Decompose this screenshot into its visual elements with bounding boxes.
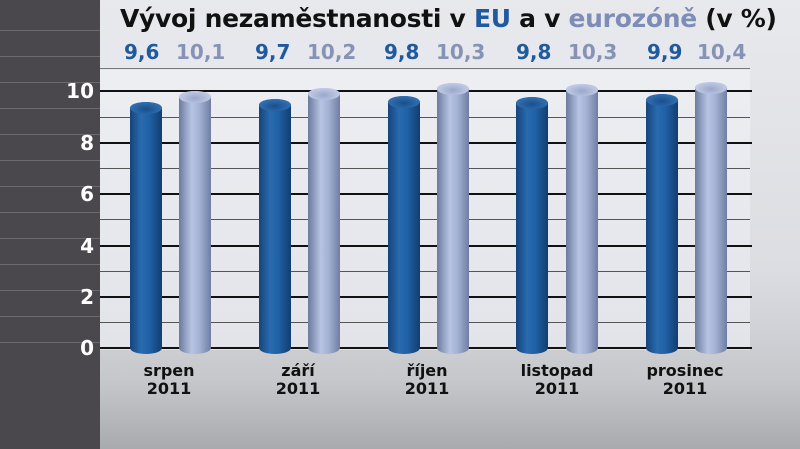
chart-title: Vývoj nezaměstnanosti v EU a v eurozóně … xyxy=(120,4,777,33)
y-tick: 4 xyxy=(80,234,94,258)
minor-gridline xyxy=(100,117,750,118)
x-label-rijen: říjen 2011 xyxy=(404,361,450,398)
x-label-zari: září 2011 xyxy=(275,361,321,398)
gridline-6 xyxy=(100,193,752,195)
value-label-ez: 10,3 xyxy=(568,40,618,64)
title-eurozone: eurozóně xyxy=(568,4,698,33)
y-tick: 2 xyxy=(80,285,94,309)
value-label-ez: 10,4 xyxy=(697,40,747,64)
x-label-srpen: srpen 2011 xyxy=(143,361,195,398)
value-label-ez: 10,2 xyxy=(307,40,357,64)
bar-eu-rijen xyxy=(388,96,420,354)
value-label-eu: 9,8 xyxy=(384,40,420,64)
gridline-2 xyxy=(100,296,752,298)
bar-ez-listopad xyxy=(566,84,598,354)
y-tick: 10 xyxy=(66,79,94,103)
value-label-eu: 9,7 xyxy=(255,40,291,64)
value-label-ez: 10,1 xyxy=(176,40,226,64)
minor-gridline xyxy=(100,168,750,169)
gridline-10 xyxy=(100,90,752,92)
y-tick: 0 xyxy=(80,336,94,360)
value-label-eu: 9,8 xyxy=(516,40,552,64)
minor-gridline xyxy=(100,219,750,220)
y-axis-panel xyxy=(0,0,100,449)
value-label-eu: 9,9 xyxy=(647,40,683,64)
value-label-ez: 10,3 xyxy=(436,40,486,64)
gridline-4 xyxy=(100,245,752,247)
x-label-prosinec: prosinec 2011 xyxy=(646,361,724,398)
gridline-8 xyxy=(100,142,752,144)
gridline-0 xyxy=(100,347,752,349)
bar-eu-srpen xyxy=(130,102,162,354)
value-labels-strip xyxy=(100,38,750,68)
bar-ez-zari xyxy=(308,88,340,354)
bar-eu-listopad xyxy=(516,97,548,354)
value-label-eu: 9,6 xyxy=(124,40,160,64)
y-tick: 6 xyxy=(80,182,94,206)
bar-eu-prosinec xyxy=(646,94,678,354)
divider xyxy=(100,68,750,69)
title-eu: EU xyxy=(473,4,511,33)
bar-ez-rijen xyxy=(437,83,469,354)
y-tick: 8 xyxy=(80,131,94,155)
minor-gridline xyxy=(100,322,750,323)
bar-ez-srpen xyxy=(179,91,211,354)
bar-ez-prosinec xyxy=(695,82,727,354)
minor-gridline xyxy=(100,271,750,272)
bar-eu-zari xyxy=(259,99,291,354)
x-label-listopad: listopad 2011 xyxy=(520,361,594,398)
